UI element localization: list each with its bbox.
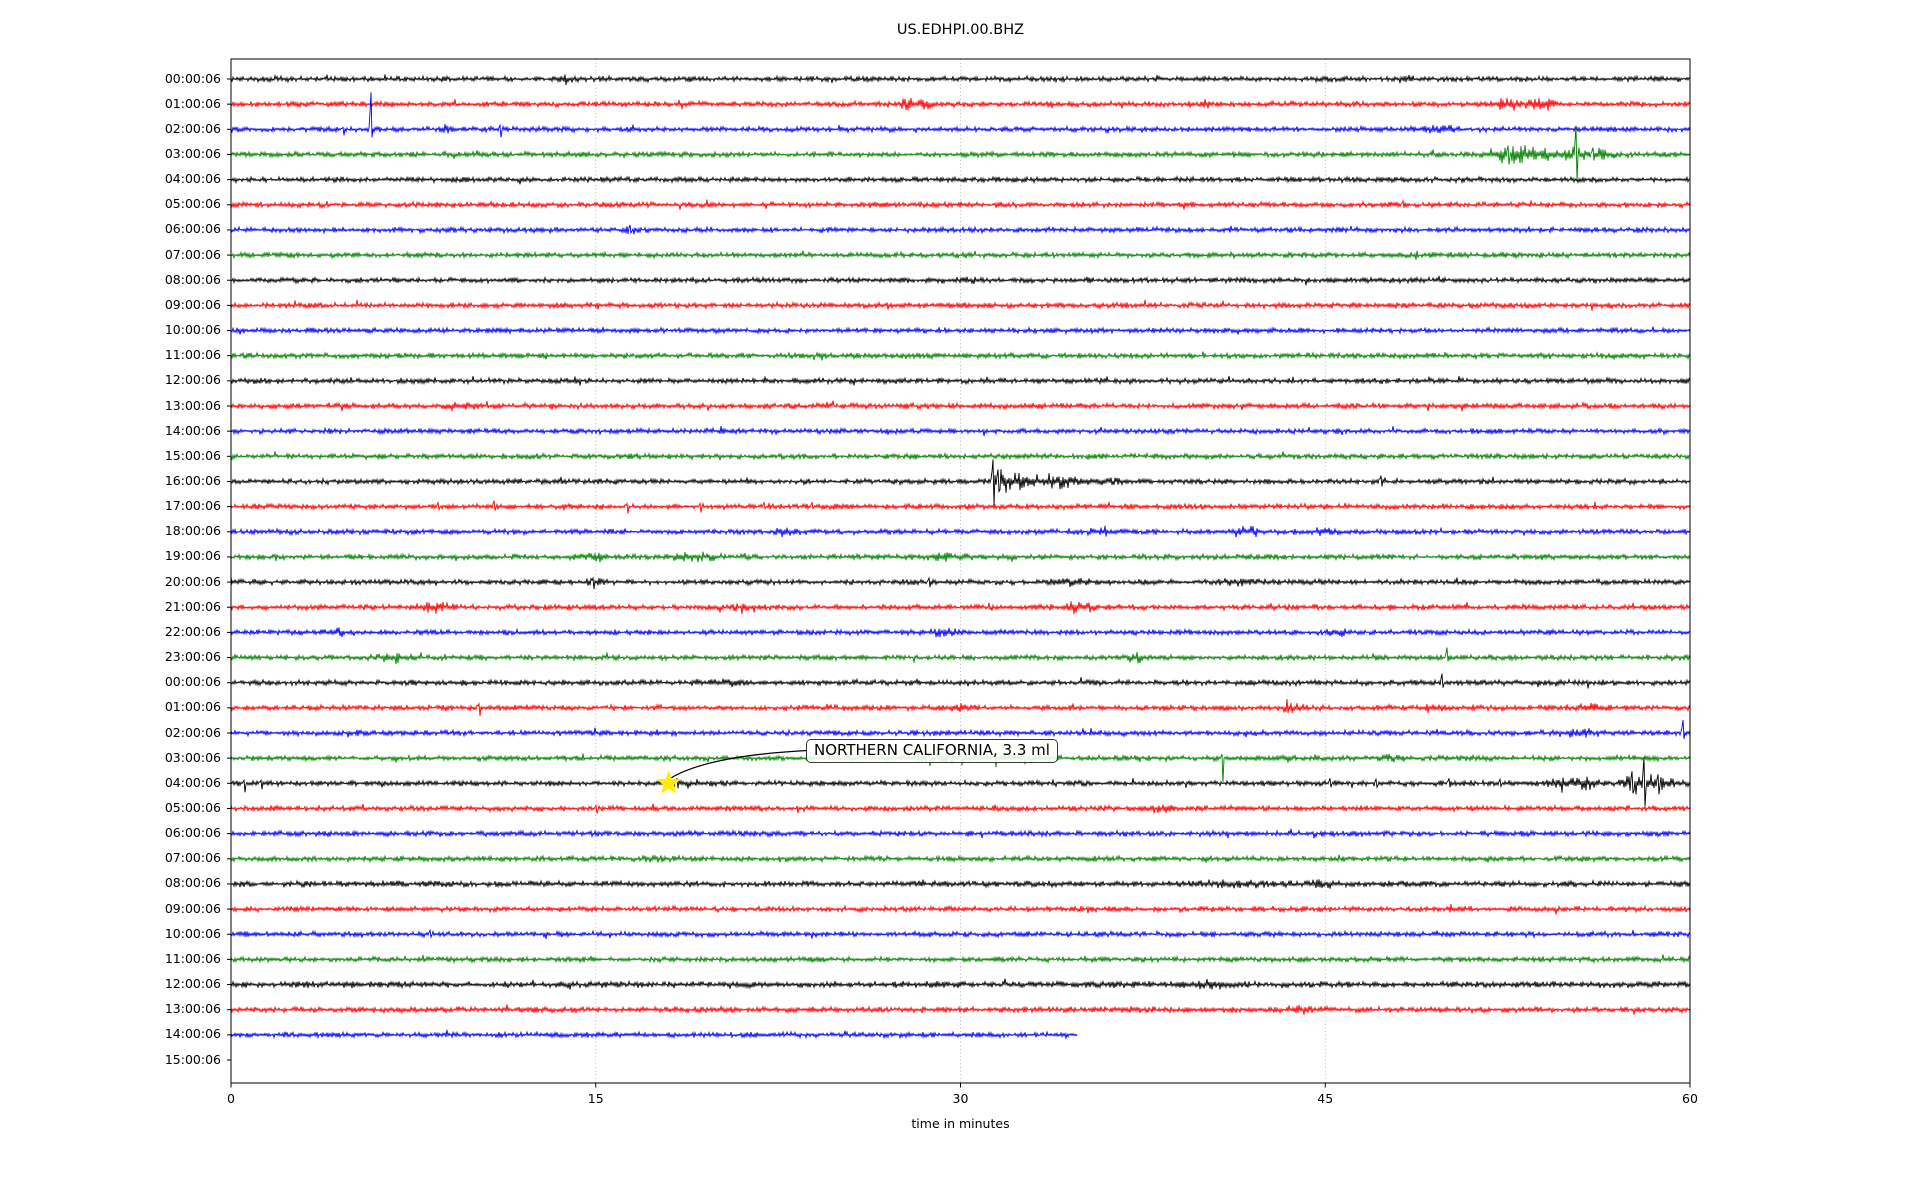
trace-row-20 (231, 576, 1690, 590)
trace-row-18 (231, 525, 1690, 538)
row-label-8: 08:00:06 (164, 271, 221, 287)
trace-row-14 (231, 426, 1690, 436)
trace-row-10 (231, 325, 1690, 336)
row-label-33: 09:00:06 (164, 900, 221, 916)
trace-row-16 (231, 459, 1690, 506)
x-tick-label-15: 15 (587, 1091, 604, 1106)
trace-row-19 (231, 551, 1690, 563)
trace-row-15 (231, 451, 1690, 462)
plot-title: US.EDHPI.00.BHZ (896, 22, 1025, 38)
annotation-text: NORTHERN CALIFORNIA, 3.3 ml (814, 741, 1050, 759)
row-label-34: 10:00:06 (164, 925, 221, 941)
row-label-6: 06:00:06 (164, 221, 221, 237)
row-label-15: 15:00:06 (164, 447, 221, 463)
row-label-37: 13:00:06 (164, 1001, 221, 1017)
row-label-13: 13:00:06 (164, 397, 221, 413)
trace-row-9 (231, 299, 1690, 311)
row-label-29: 05:00:06 (164, 799, 221, 815)
event-annotation: NORTHERN CALIFORNIA, 3.3 ml (806, 739, 1058, 763)
trace-row-17 (231, 500, 1690, 514)
row-label-18: 18:00:06 (164, 523, 221, 539)
row-label-0: 00:00:06 (164, 70, 221, 86)
row-label-7: 07:00:06 (164, 246, 221, 262)
trace-row-3 (231, 125, 1690, 182)
row-label-20: 20:00:06 (164, 573, 221, 589)
row-label-24: 00:00:06 (164, 674, 221, 690)
row-label-2: 02:00:06 (164, 120, 221, 136)
x-axis-label: time in minutes (911, 1116, 1010, 1131)
x-tick-label-45: 45 (1317, 1091, 1334, 1106)
row-label-31: 07:00:06 (164, 850, 221, 866)
row-label-36: 12:00:06 (164, 976, 221, 992)
row-label-4: 04:00:06 (164, 171, 221, 187)
trace-row-38 (231, 1029, 1078, 1040)
trace-row-24 (231, 673, 1690, 689)
row-label-5: 05:00:06 (164, 196, 221, 212)
row-label-17: 17:00:06 (164, 498, 221, 514)
trace-row-2 (231, 92, 1690, 138)
row-label-39: 15:00:06 (164, 1051, 221, 1067)
row-label-27: 03:00:06 (164, 749, 221, 765)
row-label-32: 08:00:06 (164, 875, 221, 891)
trace-row-33 (231, 904, 1690, 915)
trace-row-5 (231, 199, 1690, 210)
row-label-21: 21:00:06 (164, 598, 221, 614)
trace-row-32 (231, 878, 1690, 889)
row-label-14: 14:00:06 (164, 422, 221, 438)
row-label-30: 06:00:06 (164, 825, 221, 841)
trace-row-6 (231, 224, 1690, 235)
event-star-icon (656, 770, 681, 794)
trace-row-13 (231, 400, 1690, 412)
row-label-10: 10:00:06 (164, 322, 221, 338)
row-label-26: 02:00:06 (164, 724, 221, 740)
traces-group (231, 73, 1690, 1040)
trace-row-7 (231, 250, 1690, 260)
row-label-35: 11:00:06 (164, 950, 221, 966)
trace-row-0 (231, 73, 1690, 86)
annotation-arrow (668, 749, 808, 780)
trace-row-21 (231, 601, 1690, 615)
row-label-12: 12:00:06 (164, 372, 221, 388)
trace-row-12 (231, 375, 1690, 386)
trace-row-29 (231, 803, 1690, 814)
x-tick-label-60: 60 (1682, 1091, 1698, 1106)
row-label-16: 16:00:06 (164, 472, 221, 488)
row-label-3: 03:00:06 (164, 145, 221, 161)
trace-row-30 (231, 828, 1690, 839)
row-label-28: 04:00:06 (164, 774, 221, 790)
x-tick-label-30: 30 (952, 1091, 969, 1106)
row-label-23: 23:00:06 (164, 649, 221, 665)
x-tick-label-0: 0 (227, 1091, 235, 1106)
trace-row-26 (231, 719, 1690, 740)
trace-row-23 (231, 647, 1690, 664)
trace-row-36 (231, 978, 1690, 990)
row-label-22: 22:00:06 (164, 623, 221, 639)
trace-row-1 (231, 97, 1690, 111)
trace-row-11 (231, 351, 1690, 361)
trace-row-34 (231, 928, 1690, 940)
row-label-38: 14:00:06 (164, 1026, 221, 1042)
row-label-11: 11:00:06 (164, 347, 221, 363)
trace-row-37 (231, 1004, 1690, 1015)
trace-row-28 (231, 757, 1690, 808)
row-label-1: 01:00:06 (164, 95, 221, 111)
row-label-9: 09:00:06 (164, 296, 221, 312)
trace-row-35 (231, 954, 1690, 965)
row-label-25: 01:00:06 (164, 699, 221, 715)
trace-row-8 (231, 275, 1690, 286)
row-label-19: 19:00:06 (164, 548, 221, 564)
trace-row-22 (231, 627, 1690, 638)
trace-row-4 (231, 175, 1690, 185)
trace-row-31 (231, 853, 1690, 864)
trace-row-25 (231, 698, 1690, 716)
